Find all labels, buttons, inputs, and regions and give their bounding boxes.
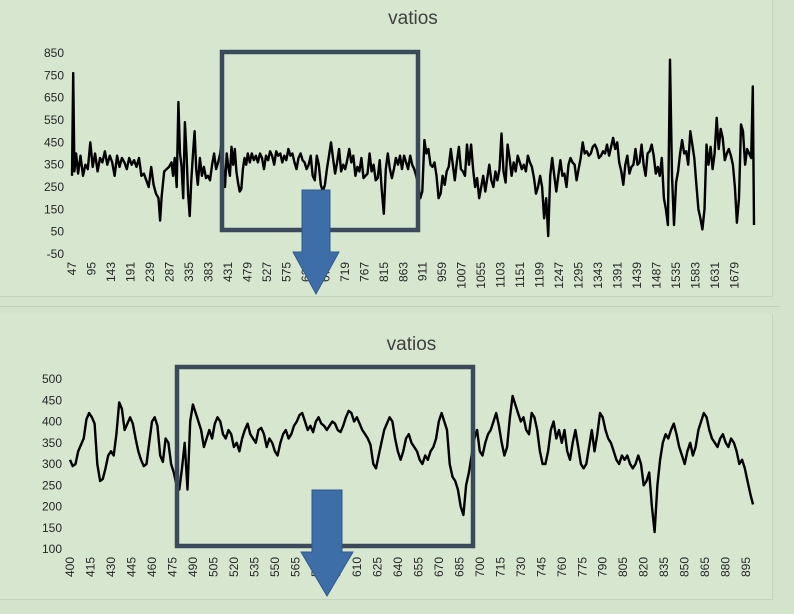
x-tick-label: 1007	[455, 262, 469, 289]
y-tick-label: 350	[42, 436, 62, 450]
x-tick-label: 1391	[611, 262, 625, 289]
y-tick-label: 350	[44, 158, 64, 172]
x-tick-label: 400	[63, 557, 77, 577]
x-tick-label: 535	[247, 557, 261, 577]
x-tick-label: 1679	[728, 262, 742, 289]
x-tick-label: 527	[260, 262, 274, 282]
chart-top: vatios -50 50 150 250 350 450 550 650 750 850 47 95 1…	[44, 8, 756, 296]
x-tick-label: 415	[83, 557, 97, 577]
x-tick-label: 460	[145, 557, 159, 577]
x-tick-label: 767	[357, 262, 371, 282]
x-tick-label: 745	[534, 557, 548, 577]
x-tick-label: 479	[240, 262, 254, 282]
y-tick-label: 250	[44, 180, 64, 194]
x-tick-label: 815	[377, 262, 391, 282]
x-tick-label: 1295	[572, 262, 586, 289]
y-tick-label: 750	[44, 68, 64, 82]
x-tick-label: 505	[206, 557, 220, 577]
x-tick-label: 490	[186, 557, 200, 577]
x-tick-label: 625	[370, 557, 384, 577]
x-tick-label: 670	[432, 557, 446, 577]
x-tick-label: 287	[162, 262, 176, 282]
x-tick-label: 895	[739, 557, 753, 577]
x-tick-label: 775	[575, 557, 589, 577]
x-tick-label: 700	[473, 557, 487, 577]
chart-title: vatios	[388, 8, 438, 29]
x-tick-label: 640	[391, 557, 405, 577]
x-tick-label: 760	[555, 557, 569, 577]
x-tick-label: 1343	[591, 262, 605, 289]
x-tick-label: 865	[698, 557, 712, 577]
chart-title: vatios	[387, 334, 437, 355]
x-tick-label: 335	[182, 262, 196, 282]
y-tick-label: 50	[51, 225, 65, 239]
chart-panel-top: vatios -50 50 150 250 350 450 550 650 750 850 47 95 1…	[0, 0, 773, 297]
x-tick-label: 655	[411, 557, 425, 577]
y-tick-label: -50	[47, 247, 65, 261]
y-tick-label: 150	[42, 521, 62, 535]
x-tick-label: 431	[221, 262, 235, 282]
y-tick-label: 550	[44, 113, 64, 127]
x-tick-label: 445	[124, 557, 138, 577]
x-tick-label: 863	[396, 262, 410, 282]
x-tick-label: 550	[268, 557, 282, 577]
x-tick-label: 1487	[650, 262, 664, 289]
x-tick-label: 820	[637, 557, 651, 577]
x-tick-label: 715	[493, 557, 507, 577]
y-tick-label: 850	[44, 46, 64, 60]
down-arrow-icon	[292, 189, 340, 296]
x-tick-label: 610	[350, 557, 364, 577]
y-tick-label: 100	[42, 542, 62, 556]
x-tick-label: 475	[165, 557, 179, 577]
chart-panel-bottom: vatios 100 150 200 250 300 350 400 450 500 400 415 4…	[0, 314, 773, 600]
y-tick-label: 300	[42, 457, 62, 471]
x-tick-label: 1439	[630, 262, 644, 289]
y-tick-label: 450	[44, 135, 64, 149]
x-tick-label: 835	[657, 557, 671, 577]
x-tick-label: 1199	[533, 262, 547, 288]
y-tick-label: 450	[42, 393, 62, 407]
x-tick-label: 1247	[552, 262, 566, 289]
x-tick-label: 143	[104, 262, 118, 282]
y-tick-label: 200	[42, 500, 62, 514]
y-tick-label: 650	[44, 91, 64, 105]
x-tick-label: 430	[104, 557, 118, 577]
x-tick-label: 790	[596, 557, 610, 577]
divider	[0, 306, 780, 307]
x-tick-label: 47	[65, 262, 79, 276]
series-line	[68, 394, 755, 534]
x-tick-label: 1151	[513, 262, 527, 288]
x-tick-label: 575	[279, 262, 293, 282]
x-tick-label: 1583	[689, 262, 703, 289]
x-tick-label: 719	[338, 262, 352, 282]
x-tick-label: 911	[416, 262, 430, 281]
y-tick-label: 500	[42, 372, 62, 386]
y-tick-label: 250	[42, 478, 62, 492]
y-tick-label: 400	[42, 415, 62, 429]
x-tick-label: 805	[616, 557, 630, 577]
x-tick-label: 959	[435, 262, 449, 282]
x-tick-label: 1055	[474, 262, 488, 289]
x-tick-label: 850	[678, 557, 692, 577]
x-tick-label: 565	[288, 557, 302, 577]
y-tick-label: 150	[44, 202, 64, 216]
x-tick-label: 880	[719, 557, 733, 577]
x-tick-label: 95	[84, 262, 98, 276]
x-tick-label: 239	[143, 262, 157, 282]
x-tick-label: 520	[227, 557, 241, 577]
series-line	[70, 58, 756, 238]
chart-bottom: vatios 100 150 200 250 300 350 400 450 500 400 415 4…	[42, 334, 755, 597]
x-tick-label: 1535	[669, 262, 683, 289]
x-tick-label: 1631	[708, 262, 722, 289]
x-tick-label: 685	[452, 557, 466, 577]
x-tick-label: 191	[123, 262, 137, 282]
x-tick-label: 1103	[494, 262, 508, 288]
x-tick-label: 383	[201, 262, 215, 282]
x-tick-label: 730	[514, 557, 528, 577]
down-arrow-icon	[300, 489, 354, 597]
